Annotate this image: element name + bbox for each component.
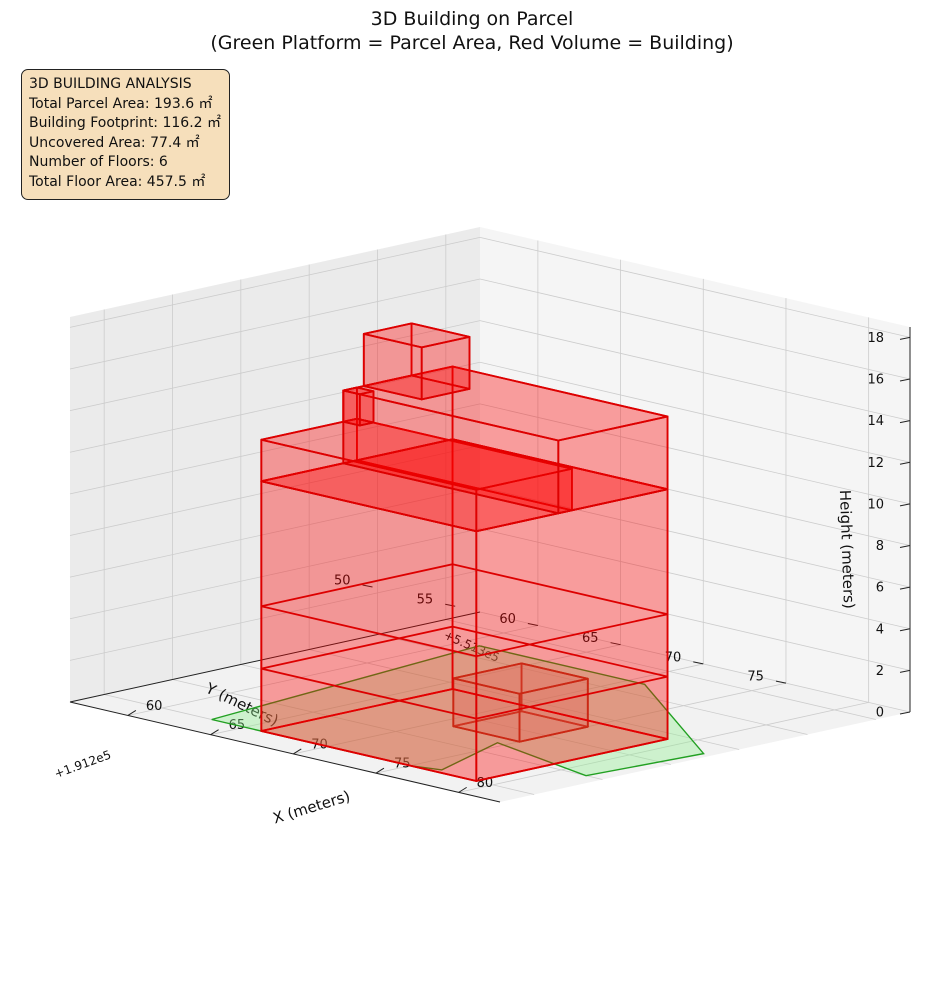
grid-line-y	[172, 679, 603, 780]
info-line-floor-area: Total Floor Area: 457.5 ㎡	[29, 173, 206, 190]
y-tick-mark	[693, 661, 704, 665]
grid-line-z	[479, 361, 911, 463]
x-tick-mark	[293, 748, 302, 755]
chart-subtitle: (Green Platform = Parcel Area, Red Volum…	[210, 32, 733, 54]
analysis-info-box: 3D BUILDING ANALYSIS Total Parcel Area: …	[21, 69, 230, 200]
grid-line-z	[69, 445, 481, 536]
z-tick-label: 2	[876, 664, 884, 679]
z-tick-mark	[899, 503, 911, 507]
x-tick-label: 60	[146, 699, 163, 714]
grid-line-x	[210, 644, 621, 736]
grid-line-x	[458, 701, 869, 793]
y-tick-label: 75	[747, 670, 764, 685]
info-line-footprint: Building Footprint: 116.2 ㎡	[29, 115, 221, 132]
x-axis-label: X (meters)	[271, 787, 352, 828]
box-face	[358, 390, 375, 427]
info-line-title: 3D BUILDING ANALYSIS	[29, 76, 192, 92]
grid-line-z	[69, 486, 481, 578]
building-volume	[260, 322, 669, 782]
y-tick-label: 70	[665, 650, 682, 665]
grid-line-z	[69, 278, 481, 370]
box-face	[342, 386, 375, 396]
grid-line-z	[479, 278, 911, 380]
grid-line-z	[479, 237, 911, 338]
x-tick-mark	[375, 767, 385, 774]
z-tick-mark	[899, 461, 911, 465]
box-face	[260, 417, 573, 491]
grid-line-z	[479, 403, 911, 505]
y-axis-line	[69, 611, 481, 703]
x-tick-mark	[458, 786, 467, 793]
floor-line	[261, 625, 668, 720]
info-line-floors: Number of Floors: 6	[29, 154, 168, 171]
floors-upper	[260, 417, 573, 533]
z-tick-mark	[899, 669, 911, 673]
grid-line-z	[69, 528, 481, 620]
y-tick-label: 50	[334, 574, 351, 589]
z-tick-mark	[899, 336, 911, 340]
parcel-polygon	[211, 645, 705, 777]
z-tick-label: 10	[867, 497, 884, 512]
grid-line-z	[479, 528, 911, 630]
y-tick-label: 60	[499, 612, 516, 627]
box-face	[362, 322, 471, 349]
x-offset-label: +1.912e5	[52, 747, 113, 780]
roof-tower	[362, 322, 471, 401]
y-tick-mark	[610, 642, 621, 646]
z-tick-label: 4	[876, 622, 884, 637]
z-axis-label: Height (meters)	[836, 490, 858, 610]
x-tick-mark	[210, 729, 219, 736]
z-tick-label: 0	[876, 706, 884, 721]
z-tick-mark	[899, 586, 911, 590]
side-pane	[480, 227, 910, 712]
grid-line-z	[479, 320, 911, 422]
z-tick-label: 18	[867, 331, 884, 346]
z-tick-mark	[899, 628, 911, 632]
grid-line-y	[445, 619, 876, 720]
z-tick-label: 6	[876, 581, 884, 596]
grid-line-z	[69, 569, 481, 661]
z-tick-mark	[899, 420, 911, 424]
grid-line-x	[293, 663, 704, 755]
z-tick-label: 14	[867, 414, 884, 429]
grid-line-z	[69, 403, 481, 495]
y-tick-mark	[775, 680, 787, 684]
grid-line-z	[69, 361, 481, 453]
upper-wing	[342, 365, 669, 515]
x-axis-line	[69, 701, 501, 803]
z-tick-label: 16	[867, 373, 884, 388]
grid-line-z	[69, 237, 481, 328]
y-tick-mark	[527, 622, 538, 626]
grid-line-y	[377, 634, 808, 735]
z-tick-mark	[899, 378, 911, 382]
z-tick-label: 8	[876, 539, 884, 554]
info-line-uncovered: Uncovered Area: 77.4 ㎡	[29, 134, 200, 151]
x-tick-mark	[127, 710, 137, 716]
z-tick-mark	[899, 711, 911, 715]
y-tick-label: 65	[582, 631, 599, 646]
z-tick-label: 12	[867, 456, 884, 471]
y-tick-label: 55	[417, 593, 434, 608]
grid-line-x	[127, 625, 538, 716]
chart-title: 3D Building on Parcel	[371, 8, 574, 30]
parcel-platform	[211, 645, 705, 777]
floor-line	[261, 563, 668, 658]
y-tick-mark	[362, 584, 373, 588]
grid-line-z	[479, 486, 911, 588]
y-tick-mark	[445, 603, 456, 607]
box-face	[342, 389, 361, 427]
upper-column	[342, 386, 375, 427]
info-line-parcel-area: Total Parcel Area: 193.6 ㎡	[29, 95, 213, 112]
z-tick-mark	[899, 545, 911, 549]
